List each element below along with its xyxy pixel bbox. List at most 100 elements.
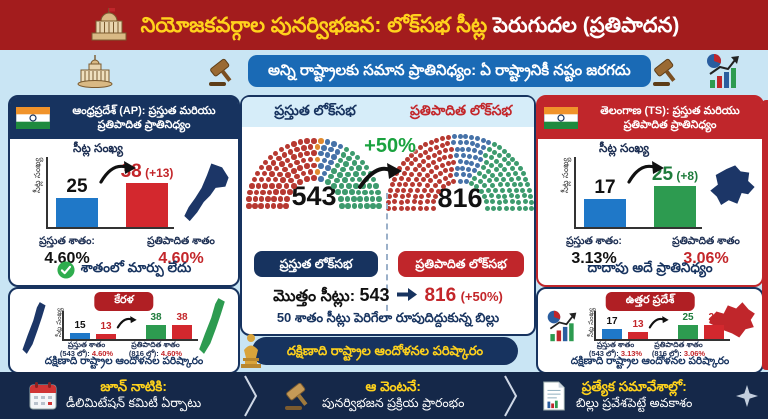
seat-dot xyxy=(270,203,277,209)
seat-dot xyxy=(448,153,454,159)
seat-dot xyxy=(355,189,362,195)
seat-dot xyxy=(264,203,271,209)
seat-dot xyxy=(478,188,484,194)
india-flag-icon xyxy=(16,107,50,129)
seat-dot xyxy=(506,187,512,193)
seat-dot xyxy=(439,135,445,141)
seat-dot xyxy=(300,170,307,177)
seat-dot xyxy=(249,183,255,189)
seat-dot xyxy=(423,142,429,148)
seat-dot xyxy=(251,176,258,183)
seat-dot xyxy=(516,176,522,182)
seat-dot xyxy=(442,148,448,154)
ap-proposed-percent-label: ప్రతిపాదిత శాతం xyxy=(147,235,215,247)
strip-proposed-label: ప్రతిపాదిత లోక్‌సభ xyxy=(409,102,513,118)
chevron-separator-icon xyxy=(504,375,518,417)
seat-dot xyxy=(454,152,460,158)
seat-dot xyxy=(432,174,438,180)
seat-dot xyxy=(485,187,491,193)
lok-sabha-strip: ప్రస్తుత లోక్‌సభ ప్రతిపాదిత లోక్‌సభ xyxy=(242,97,534,127)
up-proposed-sub: (816 లో): 3.06% xyxy=(647,348,710,359)
seat-dot xyxy=(353,171,359,177)
seat-dot xyxy=(448,147,454,153)
seat-dot xyxy=(363,164,370,171)
subheader-banner: అన్ని రాష్ట్రాలకు సమాన ప్రాతినిధ్యం: ఏ ర… xyxy=(248,55,651,87)
seat-dot xyxy=(265,176,272,183)
total-seats-change: (+50%) xyxy=(460,289,503,304)
seat-dot xyxy=(433,193,439,199)
kerala-current-sub-prefix: (543 లో): xyxy=(59,348,90,358)
seat-dot xyxy=(281,152,288,158)
seat-dot xyxy=(339,203,345,209)
seat-dot xyxy=(475,162,481,168)
seat-dot xyxy=(483,199,489,205)
right-arrow-icon xyxy=(396,288,417,301)
calendar-icon xyxy=(29,381,57,409)
seat-dot xyxy=(364,203,370,209)
kerala-current-label: ప్రస్తుత శాతం xyxy=(67,340,106,349)
seat-dot xyxy=(466,147,472,153)
seat-dot xyxy=(291,168,297,174)
statue-icon xyxy=(241,334,261,368)
seat-dot xyxy=(398,205,404,211)
bar-column: 38 xyxy=(172,311,192,339)
seat-dot xyxy=(423,149,429,155)
bar-column: 13 xyxy=(628,311,648,339)
current-lok-sabha-pill: ప్రస్తుత లోక్‌సభ xyxy=(254,251,378,277)
seat-dot xyxy=(490,205,496,211)
seat-dot xyxy=(410,181,416,187)
seat-dot xyxy=(475,135,481,141)
seat-dot xyxy=(460,146,466,152)
bar xyxy=(70,333,90,339)
up-proposed-sub-value: 3.06% xyxy=(683,348,706,358)
seat-dot xyxy=(527,187,533,193)
step-2-what: పునర్విభజన ప్రక్రియ ప్రారంభం xyxy=(322,396,465,411)
seat-dot xyxy=(325,165,331,171)
seat-dot xyxy=(509,166,515,172)
seat-dot xyxy=(434,137,440,143)
seat-dot xyxy=(412,167,418,173)
seat-dot xyxy=(457,133,463,139)
seat-dot xyxy=(366,183,373,189)
check-icon xyxy=(57,260,75,279)
seat-dot xyxy=(325,179,331,185)
seat-dot xyxy=(491,142,497,148)
gavel-icon xyxy=(653,58,676,86)
ts-chart-title: సీట్ల సంఖ్య xyxy=(599,141,649,155)
seat-dot xyxy=(428,139,434,145)
ap-state-map xyxy=(184,163,229,222)
seat-dot xyxy=(433,144,439,150)
seat-dot xyxy=(529,199,535,205)
seat-dot xyxy=(271,196,277,202)
bar-value-label: 13 xyxy=(632,319,644,330)
ap-panel-title: ఆంధ్రప్రదేశ్ (AP): ప్రస్తుత మరియు ప్రతిప… xyxy=(72,104,216,131)
seat-dot xyxy=(460,172,466,178)
up-proposed-label: ప్రతిపాదిత శాతం xyxy=(654,340,703,349)
seat-dot xyxy=(509,176,515,182)
step-2-text: ఆ వెంటనే: పునర్విభజన ప్రక్రియ ప్రారంభం xyxy=(322,379,464,412)
seat-dot xyxy=(498,162,504,168)
seat-dot xyxy=(417,205,423,211)
seat-dot xyxy=(497,182,503,188)
seat-dot xyxy=(399,193,405,199)
bar-column: 15 xyxy=(70,311,90,339)
seat-dot xyxy=(265,196,271,202)
kerala-bar-chart: 15 13 38 38 xyxy=(62,311,198,341)
seat-dot xyxy=(413,176,419,182)
seat-dot xyxy=(304,150,310,157)
total-seats-prefix: మొత్తం సీట్లు: xyxy=(273,288,356,305)
seat-dot xyxy=(328,146,334,153)
seat-dot xyxy=(436,188,442,194)
seat-dot xyxy=(523,176,529,182)
seat-dot xyxy=(493,158,499,164)
seat-dot xyxy=(442,155,448,161)
seat-dot xyxy=(490,199,496,205)
seat-dot xyxy=(428,178,434,184)
seat-dot xyxy=(463,133,469,139)
seat-dot xyxy=(454,146,460,152)
bar xyxy=(584,199,626,227)
bar-column: 17 xyxy=(602,311,622,339)
seat-dot xyxy=(273,165,280,172)
bar-column: 38 (+13) xyxy=(121,157,173,227)
seat-dot xyxy=(252,196,259,202)
